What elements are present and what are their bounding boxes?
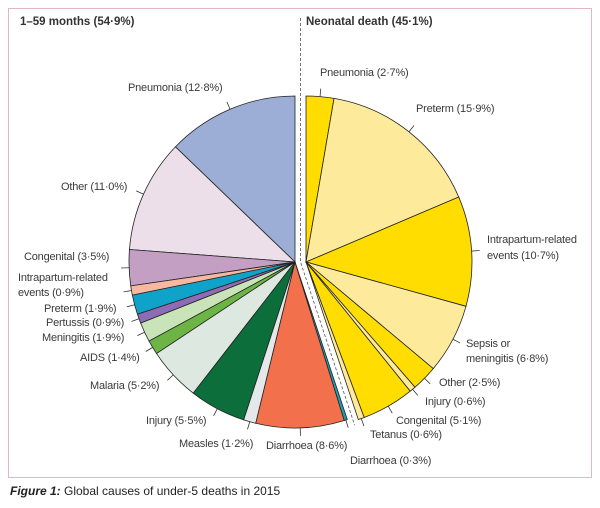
leader-line xyxy=(408,125,415,133)
leader-line xyxy=(319,88,322,97)
slice-label: Other (11·0%) xyxy=(61,181,128,193)
leader-line xyxy=(123,290,132,293)
slice-label: AIDS (1·4%) xyxy=(80,352,140,364)
leader-line xyxy=(247,421,251,430)
leader-line xyxy=(213,408,218,416)
leader-line xyxy=(136,190,144,195)
slice-label: Pneumonia (2·7%) xyxy=(320,67,409,79)
figure-frame xyxy=(8,8,592,478)
pie-slice xyxy=(255,260,345,429)
pie-slice xyxy=(174,95,296,263)
group-header-1-59-months: 1–59 months (54·9%) xyxy=(20,16,135,28)
group-header-neonatal: Neonatal death (45·1%) xyxy=(306,16,433,28)
pie-slice xyxy=(305,261,365,421)
leader-line xyxy=(226,101,231,110)
leader-line xyxy=(137,331,145,336)
pie-slice xyxy=(129,146,297,263)
leader-line xyxy=(452,338,461,344)
leader-line xyxy=(471,250,480,252)
slice-label: Intrapartum-related xyxy=(18,272,108,284)
leader-line xyxy=(412,388,419,396)
slice-label: Preterm (15·9%) xyxy=(416,103,495,115)
leader-line xyxy=(167,374,174,381)
slice-label: Pertussis (0·9%) xyxy=(46,317,125,329)
figure-caption: Figure 1: Global causes of under-5 death… xyxy=(10,484,280,498)
slice-label: Injury (5·5%) xyxy=(146,415,207,427)
slice-label: Congenital (5·1%) xyxy=(396,415,482,427)
slice-label: Sepsis or xyxy=(466,338,511,350)
pie-slice xyxy=(305,97,460,263)
slice-label: Meningitis (1·9%) xyxy=(42,332,125,344)
slice-label: Malaria (5·2%) xyxy=(90,380,160,392)
leader-line xyxy=(387,405,393,414)
slice-label: Congenital (3·5%) xyxy=(24,251,110,263)
slice-label: Pneumonia (12·8%) xyxy=(128,82,223,94)
leader-line xyxy=(145,347,153,352)
slice-label: meningitis (6·8%) xyxy=(466,353,549,365)
slice-label: Intrapartum-related xyxy=(487,234,577,246)
pie-slice xyxy=(304,196,473,307)
slice-label: Injury (0·6%) xyxy=(425,396,486,408)
slice-label: Tetanus (0·6%) xyxy=(370,429,442,441)
leader-line xyxy=(424,377,431,385)
leader-line xyxy=(345,419,349,428)
slice-label: events (0·9%) xyxy=(18,287,84,299)
leader-line xyxy=(360,418,365,427)
caption-prefix: Figure 1: xyxy=(10,484,61,498)
slice-label: Diarrhoea (0·3%) xyxy=(350,455,432,467)
slice-label: Measles (1·2%) xyxy=(179,438,254,450)
caption-text: Global causes of under-5 deaths in 2015 xyxy=(60,484,281,498)
slice-label: Diarrhoea (8·6%) xyxy=(266,440,348,452)
slice-label: Preterm (1·9%) xyxy=(44,303,117,315)
slice-label: events (10·7%) xyxy=(487,250,559,262)
leader-line xyxy=(126,304,135,308)
group-divider xyxy=(300,18,356,426)
leader-line xyxy=(131,318,140,322)
slice-label: Other (2·5%) xyxy=(439,377,501,389)
